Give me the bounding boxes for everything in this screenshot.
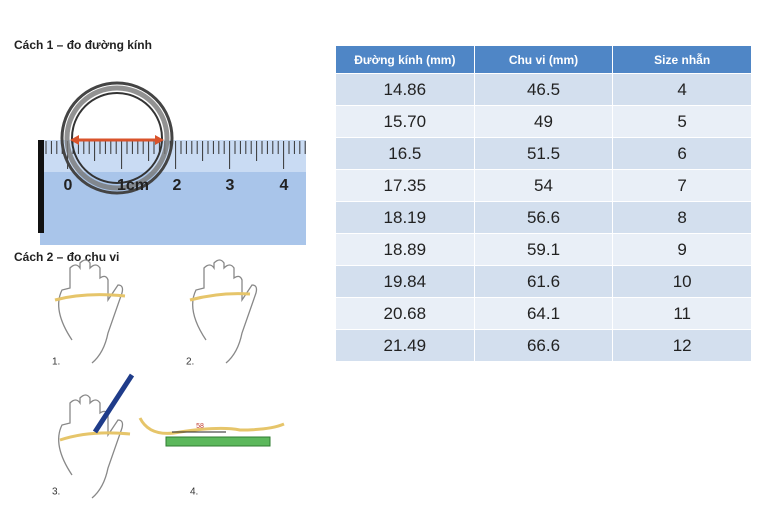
table-cell: 51.5 bbox=[473, 137, 614, 170]
table-row: 18.19 56.6 8 bbox=[335, 201, 752, 234]
header-row: Đường kính (mm) Chu vi (mm) Size nhẫn bbox=[335, 45, 752, 74]
ruler-label: 1cm bbox=[117, 177, 149, 194]
ruler-label: 4 bbox=[280, 177, 289, 194]
table-row: 18.89 59.1 9 bbox=[335, 233, 752, 266]
table-cell: 12 bbox=[612, 329, 752, 362]
ruler-labels: 0 1cm 2 3 4 bbox=[64, 177, 289, 194]
table-cell: 54 bbox=[473, 169, 614, 202]
step-label: 1. bbox=[52, 357, 60, 368]
ring-band bbox=[64, 85, 170, 191]
step-label: 2. bbox=[186, 357, 194, 368]
table-cell: 9 bbox=[612, 233, 752, 266]
table-cell: 4 bbox=[612, 73, 752, 106]
table-cell: 5 bbox=[612, 105, 752, 138]
table-cell: 61.6 bbox=[473, 265, 614, 298]
table-cell: 17.35 bbox=[335, 169, 475, 202]
table-body: 14.86 46.5 4 15.70 49 5 16.5 51.5 6 17.35 54 7 18.19… bbox=[335, 73, 752, 362]
table-row: 16.5 51.5 6 bbox=[335, 137, 752, 170]
step-label: 3. bbox=[52, 487, 60, 498]
tape-mark: 58 bbox=[196, 423, 204, 430]
table-cell: 64.1 bbox=[473, 297, 614, 330]
table-cell: 18.19 bbox=[335, 201, 475, 234]
table-row: 20.68 64.1 11 bbox=[335, 297, 752, 330]
pen bbox=[92, 373, 135, 434]
ruler-label: 0 bbox=[64, 177, 73, 194]
table-cell: 21.49 bbox=[335, 329, 475, 362]
illustrations: Cách 1 – đo đường kính 0 1cm 2 3 4 Cách 2 – … bbox=[14, 38, 306, 499]
table-cell: 14.86 bbox=[335, 73, 475, 106]
column-header: Đường kính (mm) bbox=[335, 45, 475, 74]
table-row: 14.86 46.5 4 bbox=[335, 73, 752, 106]
tape-ruler bbox=[165, 436, 271, 447]
hand-drawings bbox=[58, 259, 258, 499]
ruler-edge bbox=[38, 140, 44, 233]
table-cell: 66.6 bbox=[473, 329, 614, 362]
table-cell: 56.6 bbox=[473, 201, 614, 234]
table-row: 19.84 61.6 10 bbox=[335, 265, 752, 298]
table-cell: 16.5 bbox=[335, 137, 475, 170]
size-table: Đường kính (mm) Chu vi (mm) Size nhẫn 14.86… bbox=[335, 45, 752, 362]
table-cell: 19.84 bbox=[335, 265, 475, 298]
method2-title: Cách 2 – đo chu vi bbox=[14, 250, 119, 264]
column-header: Chu vi (mm) bbox=[473, 45, 614, 74]
table-row: 21.49 66.6 12 bbox=[335, 329, 752, 362]
ring-outer bbox=[60, 81, 174, 195]
column-header: Size nhẫn bbox=[612, 45, 752, 74]
strings bbox=[54, 292, 285, 442]
table-cell: 46.5 bbox=[473, 73, 614, 106]
ruler-label: 2 bbox=[173, 177, 182, 194]
table-cell: 18.89 bbox=[335, 233, 475, 266]
ruler-label: 3 bbox=[226, 177, 235, 194]
table-row: 17.35 54 7 bbox=[335, 169, 752, 202]
table-cell: 10 bbox=[612, 265, 752, 298]
step-label: 4. bbox=[190, 487, 198, 498]
table-cell: 15.70 bbox=[335, 105, 475, 138]
table-cell: 49 bbox=[473, 105, 614, 138]
table-cell: 8 bbox=[612, 201, 752, 234]
table-cell: 20.68 bbox=[335, 297, 475, 330]
ring-inner bbox=[71, 92, 163, 184]
table-row: 15.70 49 5 bbox=[335, 105, 752, 138]
table-cell: 6 bbox=[612, 137, 752, 170]
table-cell: 59.1 bbox=[473, 233, 614, 266]
method1-title: Cách 1 – đo đường kính bbox=[14, 38, 152, 52]
table-cell: 7 bbox=[612, 169, 752, 202]
table-cell: 11 bbox=[612, 297, 752, 330]
